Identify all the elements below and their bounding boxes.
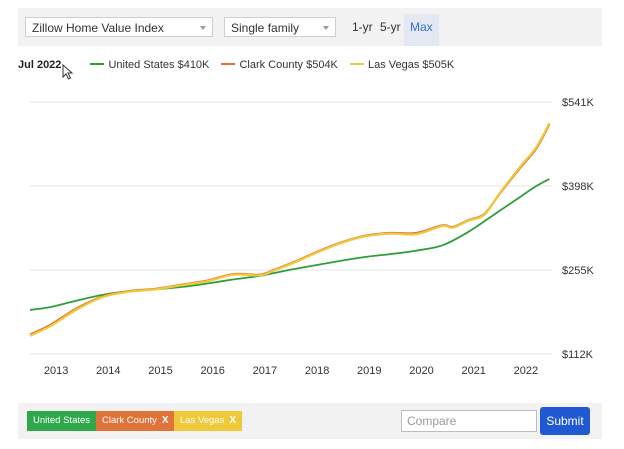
- y-tick-label: $398K: [562, 181, 594, 193]
- mouse-cursor-icon: [62, 64, 74, 80]
- x-tick-label: 2016: [200, 365, 224, 377]
- legend-swatch: [90, 63, 105, 66]
- x-tick-label: 2021: [461, 365, 485, 377]
- tag-label: Las Vegas: [180, 415, 225, 426]
- compare-bar: United States Clark County X Las Vegas X S…: [18, 403, 602, 439]
- y-tick-label: $112K: [562, 349, 594, 361]
- chevron-down-icon: [200, 26, 206, 30]
- remove-icon[interactable]: X: [161, 415, 169, 426]
- legend-label: United States $410K: [108, 59, 210, 71]
- remove-icon[interactable]: X: [229, 415, 237, 426]
- metric-select-value: Zillow Home Value Index: [32, 21, 164, 35]
- home-type-select[interactable]: Single family: [224, 17, 336, 37]
- y-tick-label: $541K: [562, 97, 594, 109]
- x-tick-label: 2022: [514, 365, 538, 377]
- y-tick-label: $255K: [562, 265, 594, 277]
- home-type-select-value: Single family: [231, 21, 300, 35]
- legend-date: Jul 2022: [18, 59, 62, 71]
- tag-united-states[interactable]: United States: [27, 411, 97, 431]
- x-tick-label: 2014: [96, 365, 120, 377]
- x-tick-label: 2019: [357, 365, 381, 377]
- legend-label: Clark County $504K: [239, 59, 338, 71]
- range-1yr-button[interactable]: 1-yr: [352, 20, 373, 34]
- chevron-down-icon: [323, 26, 329, 30]
- compare-input[interactable]: [401, 410, 537, 432]
- series-line-las-vegas: [29, 122, 551, 337]
- metric-select[interactable]: Zillow Home Value Index: [25, 17, 213, 37]
- x-tick-label: 2015: [148, 365, 172, 377]
- x-tick-label: 2017: [253, 365, 277, 377]
- legend-swatch: [349, 63, 364, 66]
- tag-las-vegas[interactable]: Las Vegas X: [174, 411, 243, 431]
- chart-toolbar: Zillow Home Value Index Single family 1-…: [18, 8, 602, 46]
- legend-label: Las Vegas $505K: [367, 59, 455, 71]
- x-tick-label: 2013: [44, 365, 68, 377]
- range-5yr-button[interactable]: 5-yr: [380, 20, 401, 34]
- legend-item-las-vegas: Las Vegas $505K: [349, 57, 455, 73]
- legend-item-clark-county: Clark County $504K: [221, 57, 338, 73]
- x-tick-label: 2018: [305, 365, 329, 377]
- tag-label: Clark County: [102, 415, 157, 426]
- legend-item-united-states: United States $410K: [90, 57, 209, 73]
- legend-swatch: [221, 63, 236, 66]
- submit-button[interactable]: Submit: [540, 407, 590, 435]
- x-tick-label: 2020: [409, 365, 433, 377]
- range-max-button[interactable]: Max: [404, 14, 439, 46]
- series-line-united-states: [29, 178, 550, 311]
- chart-legend: Jul 2022 United States $410K Clark Count…: [18, 57, 463, 73]
- tag-label: United States: [33, 415, 91, 426]
- tag-clark-county[interactable]: Clark County X: [96, 411, 175, 431]
